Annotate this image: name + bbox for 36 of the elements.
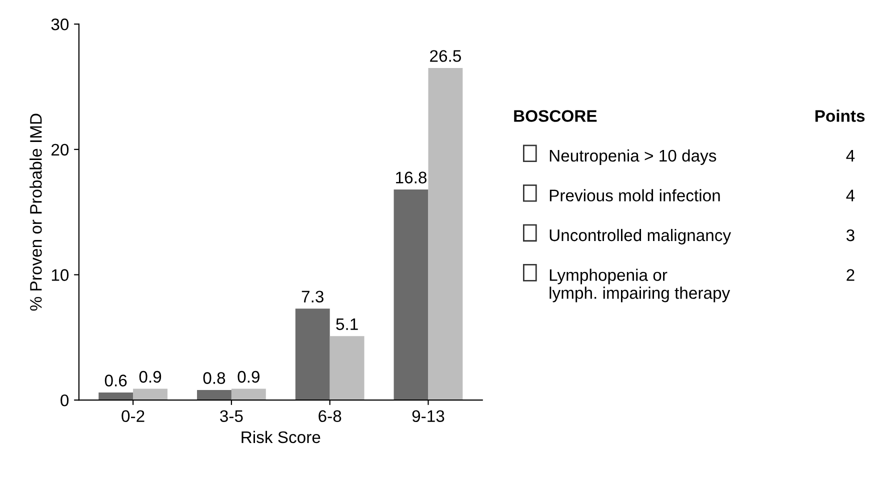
text: Points [815, 110, 865, 122]
bar [295, 308, 330, 400]
bar [330, 336, 364, 400]
y-axis-title: % Proven or Probable IMD [30, 114, 42, 311]
data-label: 7.3 [302, 290, 324, 303]
x-tick-label: 3-5 [220, 410, 243, 422]
bar [197, 390, 232, 400]
data-label: 16.8 [396, 172, 427, 184]
text: Uncontrolled malignancy [550, 228, 732, 244]
bar [231, 388, 266, 400]
text: Neutropenia > 10 days [550, 149, 716, 165]
data-label: 0.6 [104, 374, 127, 386]
bar [98, 392, 134, 400]
text: 3 [846, 229, 854, 242]
x-axis-title: Risk Score [242, 430, 320, 444]
data-label: 0.9 [139, 370, 162, 383]
bar [133, 388, 168, 400]
text: 4 [846, 190, 855, 202]
text: 4 [846, 150, 855, 162]
text: Previous mold infection [550, 189, 720, 202]
x-tick-label: 9-13 [412, 410, 444, 422]
x-tick-label: 0-2 [122, 410, 144, 422]
data-label: 5.1 [336, 318, 358, 330]
text: 2 [846, 269, 854, 281]
data-label: 0.8 [203, 372, 226, 384]
bar [394, 190, 428, 400]
bar [428, 68, 463, 400]
x-tick-label: 6-8 [318, 410, 342, 422]
y-tick-label: 20 [52, 144, 69, 156]
text: Lymphopenia or lymph. impairing therapy [550, 268, 730, 302]
data-label: 26.5 [430, 50, 461, 62]
data-label: 0.9 [238, 370, 260, 383]
y-tick-label: 10 [52, 269, 69, 281]
y-tick-label: 0 [60, 394, 69, 406]
text: BOSCORE [514, 110, 597, 122]
y-tick-label: 30 [51, 18, 69, 30]
